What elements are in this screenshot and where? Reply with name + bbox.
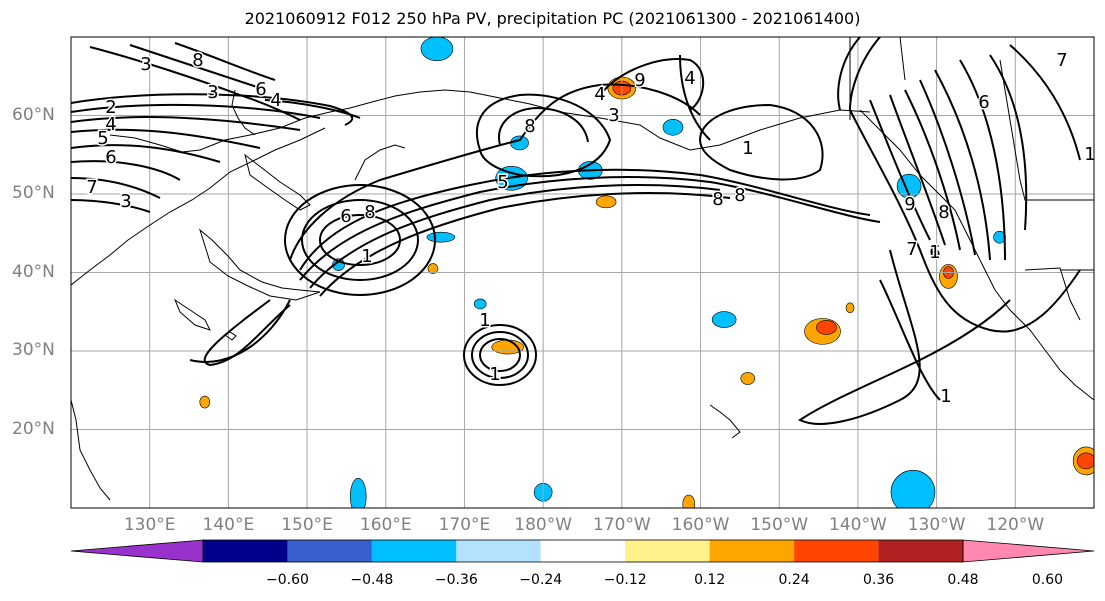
contour-label: 8 — [734, 185, 745, 206]
precip-patch — [845, 302, 855, 314]
contour-label: 6 — [105, 147, 116, 168]
precip-patch — [473, 298, 487, 310]
contour-label: 1 — [1084, 144, 1095, 165]
contour-label: 3 — [207, 82, 218, 103]
latitude-label: 40°N — [12, 261, 55, 282]
contour-label: 2 — [105, 97, 116, 118]
colorbar-tick-label: −0.24 — [519, 572, 563, 588]
contour-label: 8 — [712, 189, 723, 210]
contour-label: 8 — [364, 202, 375, 223]
precip-patch — [199, 395, 211, 409]
precip-patch — [349, 477, 367, 508]
colorbar — [70, 539, 1095, 563]
contour-label: 6 — [978, 92, 989, 113]
longitude-label: 140°W — [829, 515, 887, 535]
colorbar-tick-label: −0.60 — [265, 572, 309, 588]
contour-label: 1 — [940, 386, 951, 407]
longitude-label: 160°W — [671, 515, 730, 535]
pv-contours — [71, 37, 1081, 425]
contour-label: 6 — [340, 206, 351, 227]
precip-patch — [682, 494, 696, 508]
contour-label: 7 — [1056, 50, 1067, 71]
colorbar-extension-low — [70, 539, 204, 563]
longitude-label: 150°W — [750, 515, 809, 535]
precip-patch — [427, 263, 439, 274]
precip-patch — [816, 320, 837, 335]
contour-label: 4 — [105, 114, 116, 135]
contour-label: 9 — [634, 70, 645, 91]
precip-patch — [662, 118, 684, 136]
colorbar-segment — [287, 540, 372, 562]
contour-label: 3 — [140, 54, 151, 75]
contour-label: 1 — [742, 138, 753, 159]
longitude-label: 150°E — [281, 515, 333, 535]
colorbar-segment — [794, 540, 879, 562]
longitude-label: 130°W — [907, 515, 966, 535]
precip-patch — [420, 37, 454, 62]
contour-label: 4 — [270, 90, 281, 111]
precip-patch — [426, 231, 456, 243]
latitude-label: 60°N — [12, 104, 55, 125]
longitude-label: 170°E — [438, 515, 491, 535]
longitude-label: 130°E — [123, 515, 176, 535]
latitude-label: 30°N — [12, 340, 55, 360]
colorbar-tick-label: −0.48 — [350, 572, 394, 588]
contour-label: 1 — [489, 364, 500, 385]
contour-label: 9 — [904, 194, 915, 215]
contour-label: 8 — [938, 202, 949, 223]
precip-patch — [740, 372, 756, 385]
contour-label: 4 — [684, 68, 695, 89]
contour-label: 1 — [361, 246, 372, 267]
contour-label: 7 — [906, 239, 917, 260]
colorbar-tick-label: −0.36 — [434, 572, 478, 588]
colorbar-tick-label: 0.12 — [694, 572, 726, 588]
latitude-label: 20°N — [12, 418, 55, 439]
colorbar-segment — [709, 540, 795, 562]
contour-label: 5 — [497, 172, 508, 193]
contour-label: 3 — [608, 105, 619, 126]
contour-label: 7 — [86, 177, 97, 198]
precip-patch — [510, 135, 529, 151]
map-frame — [70, 36, 1095, 509]
longitude-label: 120°W — [986, 515, 1045, 535]
contour-label: 6 — [929, 242, 940, 263]
precip-patch — [711, 311, 737, 328]
colorbar-segment — [456, 540, 541, 562]
longitude-label: 180°W — [514, 515, 573, 535]
contour-label: 8 — [524, 116, 535, 137]
latitude-label: 50°N — [12, 183, 55, 203]
colorbar-segment — [878, 540, 963, 562]
precip-patch — [890, 470, 936, 508]
precip-patch — [1076, 452, 1094, 470]
contour-label: 3 — [120, 191, 131, 212]
colorbar-tick-label: 0.60 — [1031, 572, 1064, 588]
contour-label: 4 — [594, 84, 605, 105]
colorbar-extension-high — [962, 539, 1095, 563]
colorbar-tick-label: 0.36 — [862, 572, 895, 588]
colorbar-segment — [203, 540, 288, 562]
colorbar-tick-label: 0.24 — [778, 572, 810, 588]
longitude-label: 160°E — [359, 515, 412, 535]
colorbar-segment — [625, 540, 710, 562]
contour-label: 1 — [479, 310, 490, 331]
colorbar-tick-label: 0.48 — [947, 572, 979, 588]
colorbar-segment — [540, 540, 626, 562]
precip-patch — [595, 195, 617, 209]
contour-label: 8 — [192, 50, 203, 71]
colorbar-outline — [202, 539, 964, 563]
longitude-label: 170°W — [592, 515, 651, 535]
contour-label: 1 — [929, 242, 940, 263]
map-title: 2021060912 F012 250 hPa PV, precipitatio… — [244, 9, 861, 28]
contour-label: 5 — [97, 128, 108, 149]
contour-label: 6 — [255, 79, 266, 100]
longitude-label: 140°E — [202, 515, 255, 535]
colorbar-segment — [371, 540, 457, 562]
colorbar-tick-label: −0.12 — [603, 572, 647, 588]
